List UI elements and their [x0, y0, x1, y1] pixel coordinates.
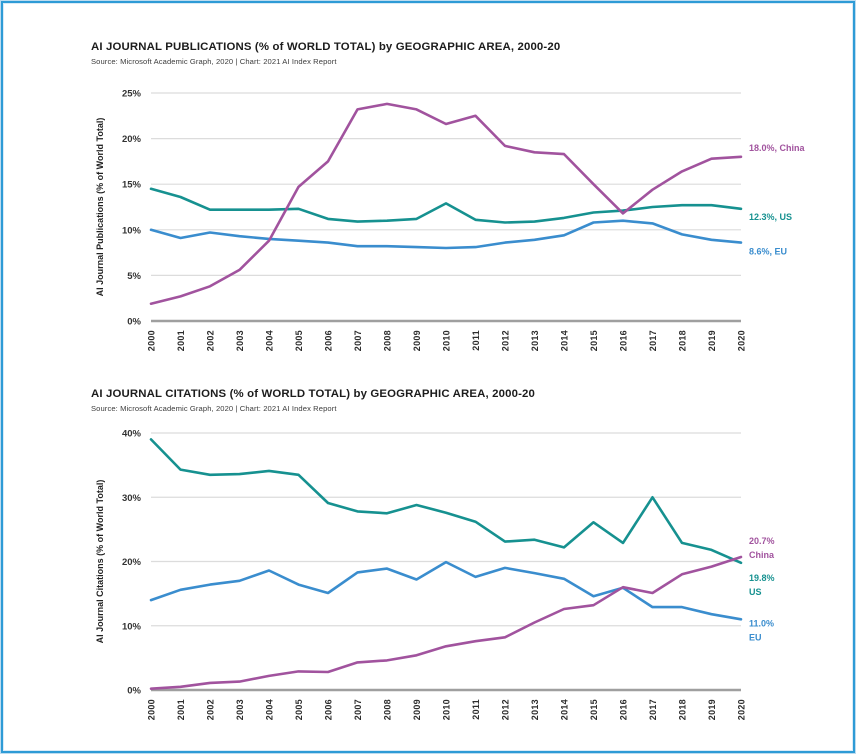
x-tick-label: 2015: [589, 699, 599, 720]
series-line-china: [149, 102, 743, 305]
x-tick-label: 2002: [206, 330, 216, 351]
x-tick-label: 2007: [353, 330, 363, 351]
citations-chart-title: AI JOURNAL CITATIONS (% of WORLD TOTAL) …: [91, 388, 535, 400]
y-tick-label: 0%: [127, 317, 141, 328]
x-tick-label: 2016: [619, 699, 629, 720]
x-tick-label: 2017: [648, 699, 658, 720]
x-tick-label: 2001: [176, 699, 186, 720]
x-tick-label: 2001: [176, 330, 186, 351]
x-tick-label: 2014: [560, 699, 570, 720]
x-tick-label: 2010: [442, 330, 452, 351]
y-tick-label: 20%: [122, 134, 142, 145]
x-tick-label: 2008: [383, 699, 393, 720]
citations-chart-canvas: 0% 10% 20% 30% 40% AI Journal Citations (% of…: [95, 429, 775, 721]
y-tick-label: 10%: [122, 225, 142, 236]
y-tick-label: 15%: [122, 180, 142, 191]
series-end-label-china: 18.0%, China: [749, 143, 806, 153]
x-tick-label: 2006: [324, 699, 334, 720]
x-tick-label: 2020: [737, 330, 747, 351]
x-tick-label: 2007: [353, 699, 363, 720]
x-tick-label: 2000: [147, 699, 157, 720]
x-tick-label: 2005: [294, 699, 304, 720]
ai-journal-citations-chart: AI JOURNAL CITATIONS (% of WORLD TOTAL) …: [3, 378, 853, 751]
series-line-eu: [149, 219, 743, 250]
series-line-eu: [149, 560, 743, 621]
x-tick-label: 2003: [235, 330, 245, 351]
x-tick-label: 2019: [707, 330, 717, 351]
x-tick-label: 2013: [530, 699, 540, 720]
y-axis-title: AI Journal Citations (% of World Total): [95, 480, 105, 644]
y-tick-label: 25%: [122, 89, 142, 100]
x-tick-label: 2012: [501, 699, 511, 720]
publications-chart-source: Source: Microsoft Academic Graph, 2020 |…: [91, 57, 337, 66]
y-axis-title: AI Journal Publications (% of World Tota…: [95, 118, 105, 297]
publications-chart-canvas: 0% 5% 10% 15% 20% 25% AI Journal Publications …: [95, 89, 806, 352]
x-tick-label: 2018: [678, 330, 688, 351]
x-tick-label: 2005: [294, 330, 304, 351]
series-end-label-us: 19.8% US: [749, 573, 775, 597]
y-tick-label: 10%: [122, 621, 142, 632]
x-tick-label: 2016: [619, 330, 629, 351]
x-tick-label: 2006: [324, 330, 334, 351]
publications-chart-title: AI JOURNAL PUBLICATIONS (% of WORLD TOTA…: [91, 41, 561, 53]
x-tick-label: 2013: [530, 330, 540, 351]
x-tick-label: 2019: [707, 699, 717, 720]
series-end-label-us: 12.3%, US: [749, 212, 792, 222]
citations-chart-source: Source: Microsoft Academic Graph, 2020 |…: [91, 404, 337, 413]
x-tick-label: 2004: [265, 330, 275, 351]
series-line-us: [149, 438, 743, 565]
x-tick-label: 2010: [442, 699, 452, 720]
x-tick-label: 2012: [501, 330, 511, 351]
x-tick-label: 2011: [471, 699, 481, 720]
y-tick-label: 5%: [127, 271, 141, 282]
y-tick-label: 0%: [127, 686, 141, 697]
x-tick-label: 2003: [235, 699, 245, 720]
x-tick-label: 2009: [412, 330, 422, 351]
x-tick-label: 2018: [678, 699, 688, 720]
x-tick-label: 2015: [589, 330, 599, 351]
x-tick-label: 2011: [471, 330, 481, 351]
x-tick-label: 2014: [560, 330, 570, 351]
x-tick-label: 2020: [737, 699, 747, 720]
x-tick-label: 2004: [265, 699, 275, 720]
x-tick-label: 2009: [412, 699, 422, 720]
x-tick-label: 2017: [648, 330, 658, 351]
series-line-us: [149, 187, 743, 224]
series-end-label-china: 20.7% China: [749, 536, 775, 560]
y-tick-label: 40%: [122, 429, 142, 440]
x-tick-label: 2008: [383, 330, 393, 351]
x-tick-label: 2002: [206, 699, 216, 720]
x-tick-label: 2000: [147, 330, 157, 351]
series-end-label-eu: 11.0% EU: [749, 618, 774, 642]
y-tick-label: 30%: [122, 493, 142, 504]
ai-journal-publications-chart: AI JOURNAL PUBLICATIONS (% of WORLD TOTA…: [3, 3, 853, 378]
series-line-china: [149, 555, 743, 691]
y-tick-label: 20%: [122, 557, 142, 568]
series-end-label-eu: 8.6%, EU: [749, 247, 787, 257]
